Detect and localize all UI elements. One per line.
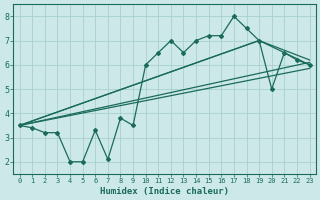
X-axis label: Humidex (Indice chaleur): Humidex (Indice chaleur) (100, 187, 229, 196)
